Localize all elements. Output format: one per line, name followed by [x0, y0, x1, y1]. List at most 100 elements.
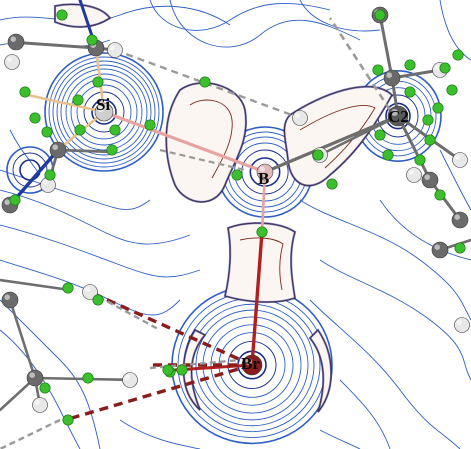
c2-ring-0 — [385, 102, 411, 130]
atom-c-8 — [431, 241, 449, 259]
atom-c-4 — [421, 171, 439, 189]
si-ring-6 — [56, 64, 152, 160]
background-contour-11 — [309, 299, 461, 449]
atom-c2-highlight — [391, 109, 398, 116]
si-ring-1 — [83, 91, 125, 133]
bond-b-mid — [260, 170, 267, 234]
bond-c2-low — [396, 114, 432, 182]
critical-point-18 — [432, 102, 444, 114]
atom-label-b: B — [258, 169, 269, 188]
atom-layer — [1, 6, 470, 413]
bond-lower-left — [0, 278, 72, 292]
background-contour-20 — [319, 429, 361, 449]
bond-si-b — [102, 110, 267, 174]
bond-right-chain — [428, 178, 462, 222]
lobe-si-b-inner — [189, 99, 233, 179]
critical-point-30 — [82, 372, 94, 384]
critical-point-5 — [92, 76, 104, 88]
atom-h-10-highlight — [456, 319, 462, 325]
atom-h-4-highlight — [434, 64, 440, 70]
atom-c-7-highlight — [4, 294, 10, 301]
atom-label-c2: C2 — [388, 107, 409, 126]
atom-br-highlight — [245, 358, 252, 365]
background-contour-18 — [439, 0, 471, 61]
critical-point-11 — [372, 64, 384, 76]
atom-c-4-highlight — [424, 174, 431, 180]
si-ring-3 — [70, 78, 138, 146]
atom-c-6 — [26, 369, 44, 387]
atom-h-9 — [32, 397, 48, 413]
critical-point-3 — [231, 169, 243, 181]
atom-h-1-highlight — [294, 112, 300, 118]
atom-c-7 — [1, 291, 19, 309]
critical-point-17 — [382, 149, 394, 161]
background-contour-4 — [299, 0, 381, 32]
critical-point-28 — [19, 86, 31, 98]
critical-points — [9, 9, 466, 426]
critical-point-0 — [199, 76, 211, 88]
atom-h-1 — [292, 110, 308, 126]
atom-c-10-highlight — [4, 199, 10, 205]
hydrogen-bond-5 — [0, 418, 61, 449]
critical-point-35 — [162, 364, 174, 376]
lobe-br-right-outline — [308, 328, 333, 413]
bond-c2-h — [318, 114, 400, 157]
atom-h-5 — [4, 54, 20, 70]
atom-c-9-highlight — [454, 214, 461, 220]
critical-point-26 — [9, 194, 21, 206]
br-ring-3 — [210, 324, 294, 406]
lobe-b-br-outline — [223, 221, 297, 304]
atom-c-3-highlight — [386, 72, 393, 78]
critical-point-33 — [176, 364, 188, 376]
atom-h-0-highlight — [109, 44, 115, 50]
atom-c-9 — [451, 211, 469, 229]
critical-point-19 — [446, 84, 458, 96]
atom-label-si: Si — [96, 95, 110, 114]
si-ring-7 — [52, 60, 156, 164]
si-ring-4 — [65, 73, 143, 151]
atom-h-11 — [452, 152, 468, 168]
background-contour-10 — [319, 259, 471, 381]
critical-point-14 — [404, 86, 416, 98]
background-contour-16 — [439, 149, 471, 211]
lobe-si-b — [165, 82, 247, 203]
atom-c-2-highlight — [52, 144, 58, 150]
bond-left-grey-2 — [56, 148, 117, 154]
si-ring-0 — [91, 99, 117, 125]
lobe-si-b-outline — [165, 81, 248, 203]
critical-point-36 — [62, 414, 74, 426]
atom-h-11-highlight — [454, 154, 460, 160]
lobe-b-c2-outline — [283, 85, 394, 187]
lobe-br-left-outline — [182, 328, 207, 411]
lobe-b-c2-inner — [299, 105, 376, 169]
atom-c-6-highlight — [29, 372, 35, 379]
background-contour-7 — [0, 224, 201, 278]
critical-point-2 — [312, 149, 324, 161]
critical-point-21 — [424, 134, 436, 146]
si-ring-5 — [60, 68, 148, 156]
atom-c-1 — [7, 33, 25, 51]
atom-h-8 — [122, 372, 138, 388]
left-atom-ring-1 — [12, 152, 48, 188]
atom-c-1-highlight — [10, 36, 16, 42]
critical-point-15 — [422, 114, 434, 126]
atom-h-8-highlight — [124, 374, 130, 380]
background-contour-0 — [0, 5, 231, 26]
critical-point-9 — [56, 9, 68, 21]
atom-c-3 — [383, 69, 401, 87]
critical-point-10 — [86, 34, 98, 46]
si-ring-2 — [76, 84, 132, 140]
critical-point-31 — [92, 294, 104, 306]
background-contour-3 — [169, 0, 361, 48]
bond-si-h2 — [26, 93, 106, 114]
background-contour-12 — [379, 199, 471, 261]
critical-point-12 — [404, 59, 416, 71]
bond-c2-top — [378, 13, 394, 80]
lobe-top-left-outline — [53, 3, 112, 28]
atom-h-10 — [454, 317, 470, 333]
critical-point-39 — [326, 178, 338, 190]
critical-point-29 — [29, 112, 41, 124]
background-contour-14 — [0, 329, 81, 449]
critical-point-27 — [44, 169, 56, 181]
